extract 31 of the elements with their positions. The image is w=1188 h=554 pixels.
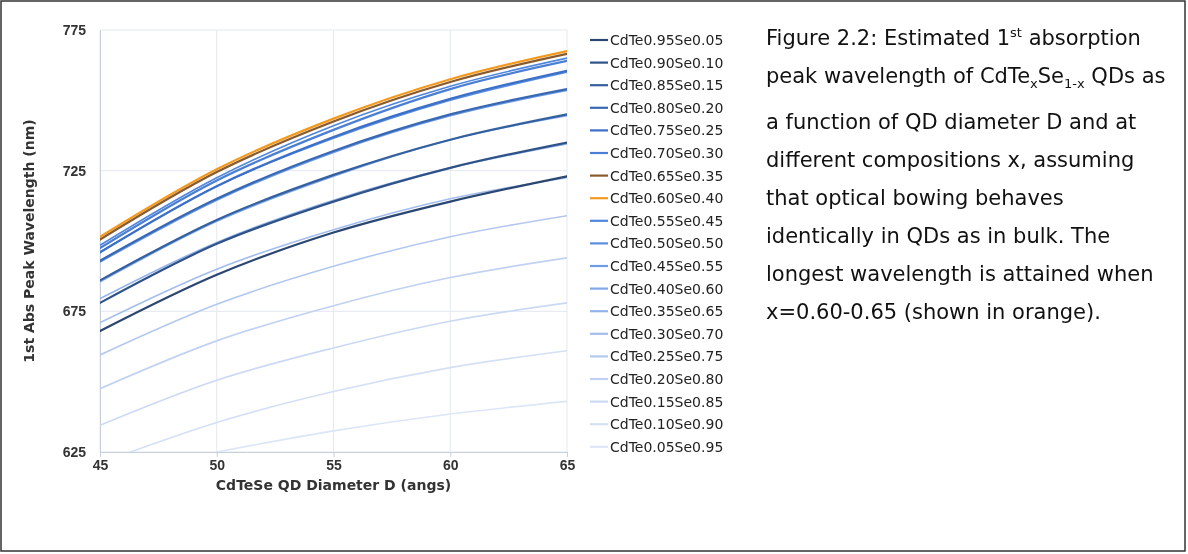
y-tick-label: 725 <box>62 162 87 179</box>
legend-label: CdTe0.70Se0.30 <box>610 145 724 161</box>
legend-label: CdTe0.20Se0.80 <box>610 371 724 387</box>
x-axis-title: CdTeSe QD Diameter D (angs) <box>215 477 452 493</box>
x-tick-label: 65 <box>559 456 576 473</box>
legend-label: CdTe0.90Se0.10 <box>610 54 724 71</box>
legend-label: CdTe0.10Se0.90 <box>610 416 724 433</box>
y-tick-label: 775 <box>62 21 87 38</box>
legend-label: CdTe0.85Se0.15 <box>610 77 724 94</box>
x-tick-label: 45 <box>92 456 109 473</box>
y-tick-label: 625 <box>62 443 87 460</box>
legend-label: CdTe0.35Se0.65 <box>610 303 724 320</box>
legend-label: CdTe0.75Se0.25 <box>610 122 724 139</box>
legend-label: CdTe0.25Se0.75 <box>610 348 724 365</box>
legend-label: CdTe0.95Se0.05 <box>610 32 724 48</box>
legend-label: CdTe0.05Se0.95 <box>610 438 724 455</box>
legend-label: CdTe0.65Se0.35 <box>610 167 724 184</box>
legend-label: CdTe0.45Se0.55 <box>610 258 724 274</box>
legend-label: CdTe0.80Se0.20 <box>610 99 724 116</box>
x-tick-label: 50 <box>209 456 226 473</box>
legend-label: CdTe0.30Se0.70 <box>610 325 724 342</box>
y-tick-label: 675 <box>62 303 87 320</box>
x-tick-label: 60 <box>442 456 459 473</box>
legend-label: CdTe0.15Se0.85 <box>610 393 724 410</box>
y-axis-title: 1st Abs Peak Wavelength (nm) <box>21 119 37 363</box>
legend-label: CdTe0.60Se0.40 <box>610 190 724 207</box>
legend-label: CdTe0.50Se0.50 <box>610 235 724 252</box>
text: Figure 2.2: Estimated 1$^{st}$ absorption peak wavelength of CdTe$_{x}$Se$_{1-x}$ QDs as a function of QD diameter D and at different compositions x, assuming that optical bowing behaves identically in QDs as in bulk. The longest wavelength is attained when x=0.60-0.65 (shown in orange). <box>766 25 1166 325</box>
x-tick-label: 55 <box>326 456 342 473</box>
legend-label: CdTe0.40Se0.60 <box>610 280 724 297</box>
legend-label: CdTe0.55Se0.45 <box>610 212 724 229</box>
